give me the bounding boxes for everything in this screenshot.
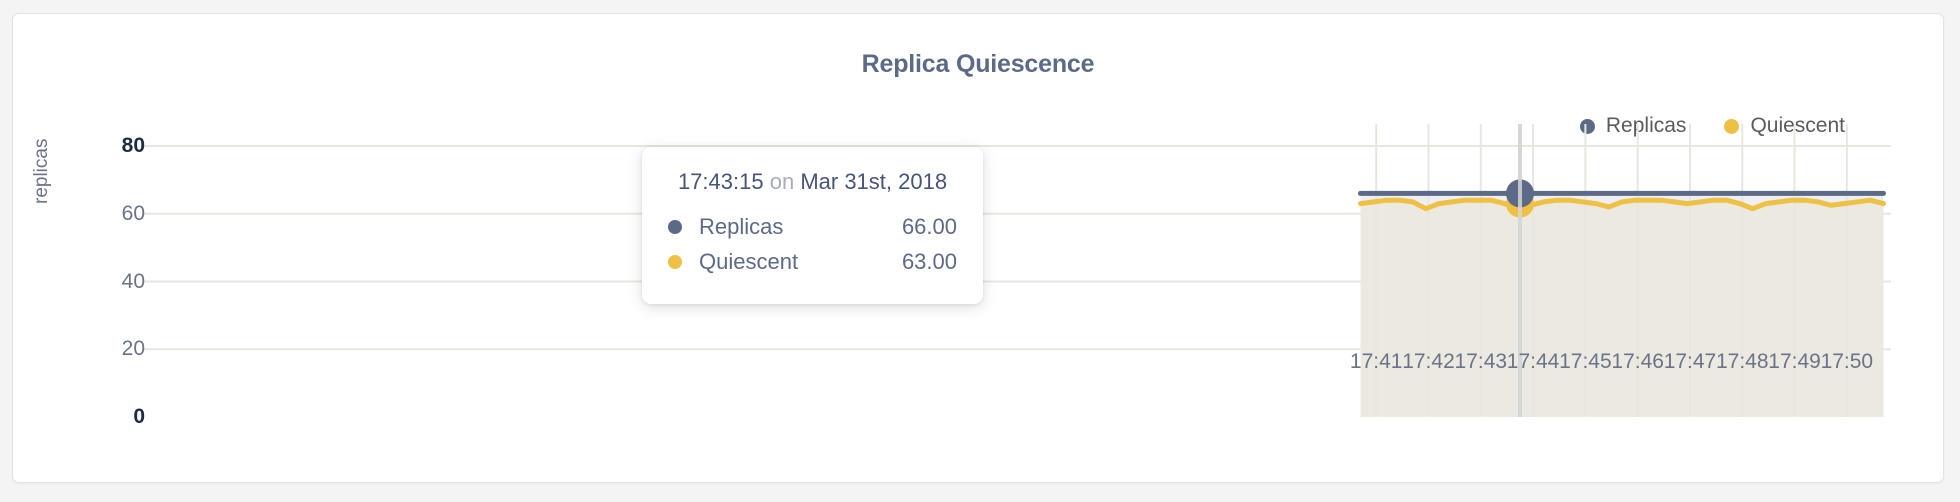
x-tick-label: 17:47 <box>1663 350 1717 373</box>
tooltip-on-word: on <box>769 169 795 194</box>
x-tick-label: 17:43 <box>1454 350 1508 373</box>
tooltip-label-quiescent: Quiescent <box>699 249 799 274</box>
tooltip-label-replicas: Replicas <box>699 214 784 239</box>
tooltip-value-quiescent: 63.00 <box>901 249 957 274</box>
plot-area[interactable]: replicas 0 20 40 60 80 17:41 17:42 17:43 17:44 1… <box>13 14 1944 483</box>
y-tick-label: 20 <box>121 337 145 361</box>
legend-label-replicas: Replicas <box>1605 114 1687 137</box>
y-tick-label: 80 <box>121 134 145 157</box>
legend-dot-quiescent <box>1724 118 1740 134</box>
tooltip-date: Mar 31st, 2018 <box>800 169 948 194</box>
x-tick-label: 17:49 <box>1768 350 1821 373</box>
page-title: Replica Quiescence <box>861 50 1095 78</box>
legend-item-quiescent[interactable]: Quiescent <box>1724 114 1845 138</box>
tooltip-row-replicas: Replicas 66.00 <box>668 211 957 243</box>
x-axis-ticks: 17:41 17:42 17:43 17:44 17:45 17:46 17:47 17:48… <box>13 14 1943 482</box>
tooltip-dot-quiescent <box>668 255 682 269</box>
y-tick-label: 60 <box>121 201 145 225</box>
legend-dot-replicas <box>1579 118 1595 134</box>
x-tick-label: 17:46 <box>1611 350 1664 373</box>
y-tick-label: 0 <box>133 405 145 428</box>
legend-label-quiescent: Quiescent <box>1750 114 1845 137</box>
y-tick-label: 40 <box>121 269 145 293</box>
legend-item-replicas[interactable]: Replicas <box>1579 114 1687 138</box>
tooltip-time: 17:43:15 <box>677 169 764 194</box>
tooltip-dot-replicas <box>668 220 682 234</box>
tooltip-header: 17:43:15 on Mar 31st, 2018 <box>668 169 957 195</box>
chart-legend: Replicas Quiescent <box>1579 114 1845 138</box>
tooltip-value-replicas: 66.00 <box>901 214 957 239</box>
tooltip-row-quiescent: Quiescent 63.00 <box>668 246 957 278</box>
x-tick-label: 17:41 <box>1349 350 1403 373</box>
chart-tooltip: 17:43:15 on Mar 31st, 2018 Replicas 66.0… <box>642 147 983 304</box>
x-tick-label: 17:45 <box>1559 350 1612 373</box>
y-axis-ticks: 0 20 40 60 80 <box>73 14 145 482</box>
x-tick-label: 17:42 <box>1402 350 1455 373</box>
x-tick-label: 17:50 <box>1820 350 1874 373</box>
chart-card: Replica Quiescence Replicas Quiescent re… <box>12 13 1944 483</box>
chart-canvas[interactable] <box>13 14 1944 483</box>
x-tick-label: 17:44 <box>1506 350 1560 373</box>
x-tick-label: 17:48 <box>1715 350 1769 373</box>
